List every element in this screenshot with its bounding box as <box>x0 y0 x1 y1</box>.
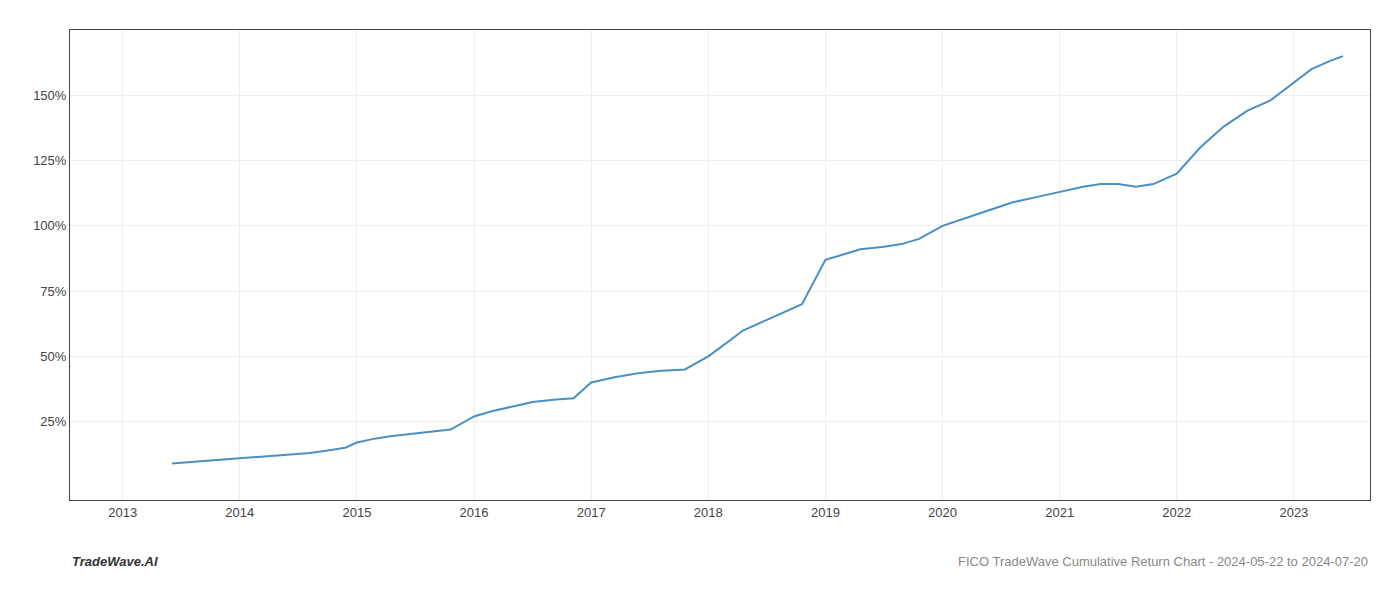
svg-text:2020: 2020 <box>928 505 957 520</box>
svg-text:2022: 2022 <box>1162 505 1191 520</box>
svg-text:FICO TradeWave Cumulative Retu: FICO TradeWave Cumulative Return Chart -… <box>958 554 1368 569</box>
svg-text:2014: 2014 <box>225 505 254 520</box>
svg-text:2021: 2021 <box>1045 505 1074 520</box>
svg-text:50%: 50% <box>40 349 66 364</box>
svg-text:100%: 100% <box>33 218 67 233</box>
svg-text:75%: 75% <box>40 284 66 299</box>
svg-text:2017: 2017 <box>577 505 606 520</box>
svg-text:150%: 150% <box>33 88 67 103</box>
svg-text:125%: 125% <box>33 153 67 168</box>
svg-text:25%: 25% <box>40 414 66 429</box>
svg-text:2013: 2013 <box>108 505 137 520</box>
svg-text:2023: 2023 <box>1279 505 1308 520</box>
svg-text:2015: 2015 <box>342 505 371 520</box>
svg-text:2019: 2019 <box>811 505 840 520</box>
svg-text:2016: 2016 <box>460 505 489 520</box>
svg-text:2018: 2018 <box>694 505 723 520</box>
svg-text:TradeWave.AI: TradeWave.AI <box>72 554 158 569</box>
